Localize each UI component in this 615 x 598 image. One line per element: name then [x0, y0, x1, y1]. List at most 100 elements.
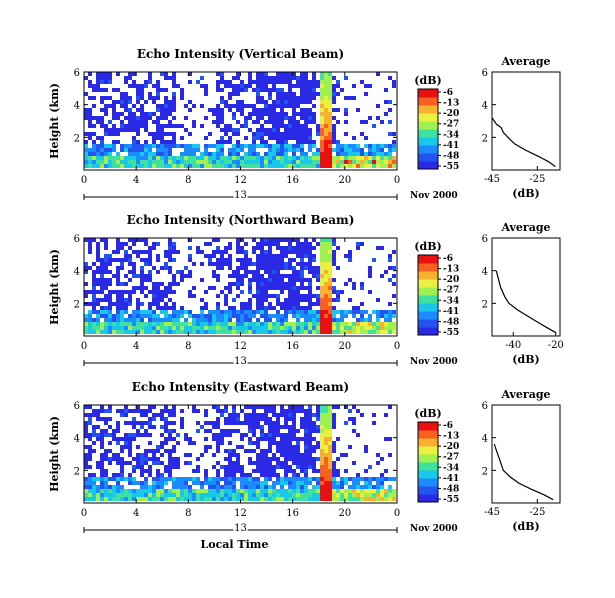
heatmap-cell	[320, 441, 324, 445]
heatmap-cell	[288, 76, 292, 80]
heatmap-cell	[148, 493, 152, 497]
date-day-bg	[233, 189, 248, 199]
heatmap-cell	[384, 489, 388, 493]
heatmap-cell	[240, 445, 244, 449]
heatmap-cell	[280, 266, 284, 270]
heatmap-cell	[300, 330, 304, 334]
heatmap-cell	[268, 242, 272, 246]
heatmap-cell	[260, 322, 264, 326]
heatmap-cell	[168, 120, 172, 124]
heatmap-cell	[116, 140, 120, 144]
heatmap-cell	[240, 485, 244, 489]
heatmap-cell	[248, 298, 252, 302]
heatmap-cell	[316, 429, 320, 433]
heatmap-cell	[288, 441, 292, 445]
heatmap-cell	[268, 254, 272, 258]
heatmap-cell	[308, 100, 312, 104]
heatmap-cell	[324, 266, 328, 270]
heatmap-cell	[124, 445, 128, 449]
heatmap-cell	[116, 441, 120, 445]
heatmap-cell	[268, 457, 272, 461]
heatmap-cell	[264, 152, 268, 156]
heatmap-cell	[96, 152, 100, 156]
heatmap-cell	[328, 270, 332, 274]
heatmap-cell	[136, 84, 140, 88]
heatmap-cell	[296, 242, 300, 246]
heatmap-cell	[232, 112, 236, 116]
heatmap-cell	[240, 88, 244, 92]
heatmap-cell	[148, 409, 152, 413]
heatmap-cell	[236, 469, 240, 473]
heatmap-cell	[216, 326, 220, 330]
heatmap-cell	[96, 326, 100, 330]
heatmap-cell	[368, 477, 372, 481]
heatmap-cell	[264, 409, 268, 413]
heatmap-cell	[172, 80, 176, 84]
heatmap-cell	[268, 262, 272, 266]
heatmap-cell	[188, 477, 192, 481]
x-tick-label: 12	[234, 508, 247, 519]
heatmap-cell	[292, 469, 296, 473]
heatmap-cell	[136, 453, 140, 457]
heatmap-cell	[124, 298, 128, 302]
heatmap-cell	[188, 310, 192, 314]
heatmap-cell	[376, 461, 380, 465]
heatmap-cell	[176, 310, 180, 314]
heatmap-cell	[160, 485, 164, 489]
heatmap-cell	[120, 413, 124, 417]
average-x-tick-label: -40	[505, 340, 521, 351]
heatmap-cell	[248, 421, 252, 425]
heatmap-cell	[284, 330, 288, 334]
heatmap-cell	[328, 469, 332, 473]
date-label: Nov 2000	[410, 357, 458, 367]
heatmap-cell	[392, 132, 396, 136]
heatmap-cell	[324, 112, 328, 116]
heatmap-cell	[240, 282, 244, 286]
heatmap-cell	[292, 136, 296, 140]
heatmap-cell	[128, 144, 132, 148]
heatmap-cell	[336, 156, 340, 160]
heatmap-cell	[140, 465, 144, 469]
heatmap-cell	[288, 258, 292, 262]
heatmap-cell	[136, 322, 140, 326]
heatmap-cell	[272, 132, 276, 136]
heatmap-cell	[244, 242, 248, 246]
heatmap-cell	[260, 156, 264, 160]
heatmap-cell	[96, 413, 100, 417]
heatmap-cell	[84, 92, 88, 96]
heatmap-cell	[344, 314, 348, 318]
heatmap-cell	[260, 164, 264, 168]
heatmap-cell	[300, 124, 304, 128]
heatmap-cell	[188, 148, 192, 152]
heatmap-cell	[116, 242, 120, 246]
heatmap-cell	[136, 457, 140, 461]
heatmap-cell	[268, 409, 272, 413]
heatmap-cell	[220, 76, 224, 80]
heatmap-cell	[108, 409, 112, 413]
heatmap-cell	[260, 262, 264, 266]
heatmap-cell	[196, 421, 200, 425]
heatmap-cell	[340, 148, 344, 152]
heatmap-cell	[340, 164, 344, 168]
heatmap-cell	[168, 290, 172, 294]
heatmap-cell	[372, 330, 376, 334]
heatmap-cell	[164, 326, 168, 330]
heatmap-cell	[216, 246, 220, 250]
heatmap-cell	[208, 318, 212, 322]
heatmap-cell	[204, 322, 208, 326]
heatmap-cell	[352, 489, 356, 493]
heatmap-cell	[280, 413, 284, 417]
heatmap-cell	[204, 164, 208, 168]
heatmap-cell	[284, 136, 288, 140]
heatmap-cell	[316, 489, 320, 493]
heatmap-cell	[260, 238, 264, 242]
heatmap-cell	[256, 156, 260, 160]
heatmap-cell	[144, 461, 148, 465]
heatmap-cell	[316, 266, 320, 270]
heatmap-cell	[352, 282, 356, 286]
heatmap-cell	[212, 112, 216, 116]
heatmap-cell	[200, 493, 204, 497]
heatmap-cell	[104, 457, 108, 461]
heatmap-cell	[136, 254, 140, 258]
heatmap-cell	[244, 88, 248, 92]
